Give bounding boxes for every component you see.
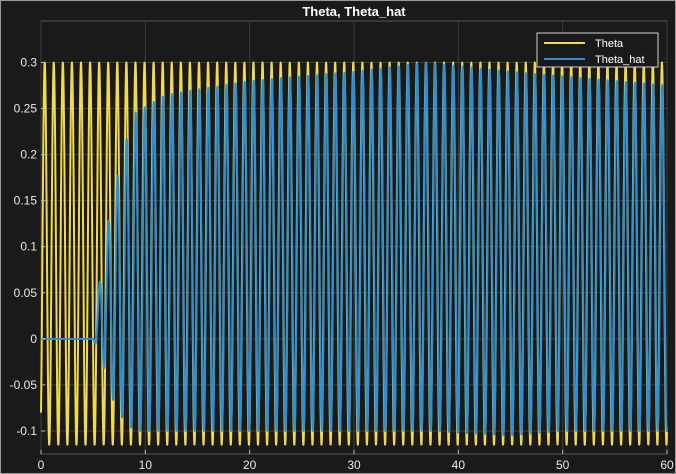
y-tick-label: 0.1: [20, 240, 37, 254]
x-tick-label: 50: [556, 458, 570, 472]
y-tick-label: 0.25: [14, 102, 38, 116]
tick-labels: 0 10 20 30 40 50 60 0.3 0.25 0.2 0.15 0.1 0.05 0 -0.05…: [10, 55, 674, 472]
x-tick-label: 30: [347, 458, 361, 472]
y-tick-label: 0.2: [20, 148, 37, 162]
x-tick-label: 0: [38, 458, 45, 472]
y-tick-label: 0.15: [14, 194, 38, 208]
x-tick-label: 20: [243, 458, 257, 472]
x-tick-label: 60: [660, 458, 674, 472]
y-tick-label: 0.05: [14, 286, 38, 300]
x-tick-label: 10: [139, 458, 153, 472]
legend-label-theta-hat: Theta_hat: [595, 54, 645, 66]
legend-label-theta: Theta: [595, 38, 624, 50]
y-tick-label: -0.1: [16, 424, 37, 438]
chart-title: Theta, Theta_hat: [302, 4, 406, 19]
legend-box: [536, 32, 659, 68]
y-tick-label: -0.05: [10, 378, 38, 392]
series-lines: [40, 61, 668, 446]
x-tick-label: 40: [452, 458, 466, 472]
legend: Theta Theta_hat: [536, 32, 659, 68]
y-tick-label: 0: [30, 332, 37, 346]
series-line-theta-hat: [40, 61, 668, 437]
y-tick-label: 0.3: [20, 55, 37, 69]
